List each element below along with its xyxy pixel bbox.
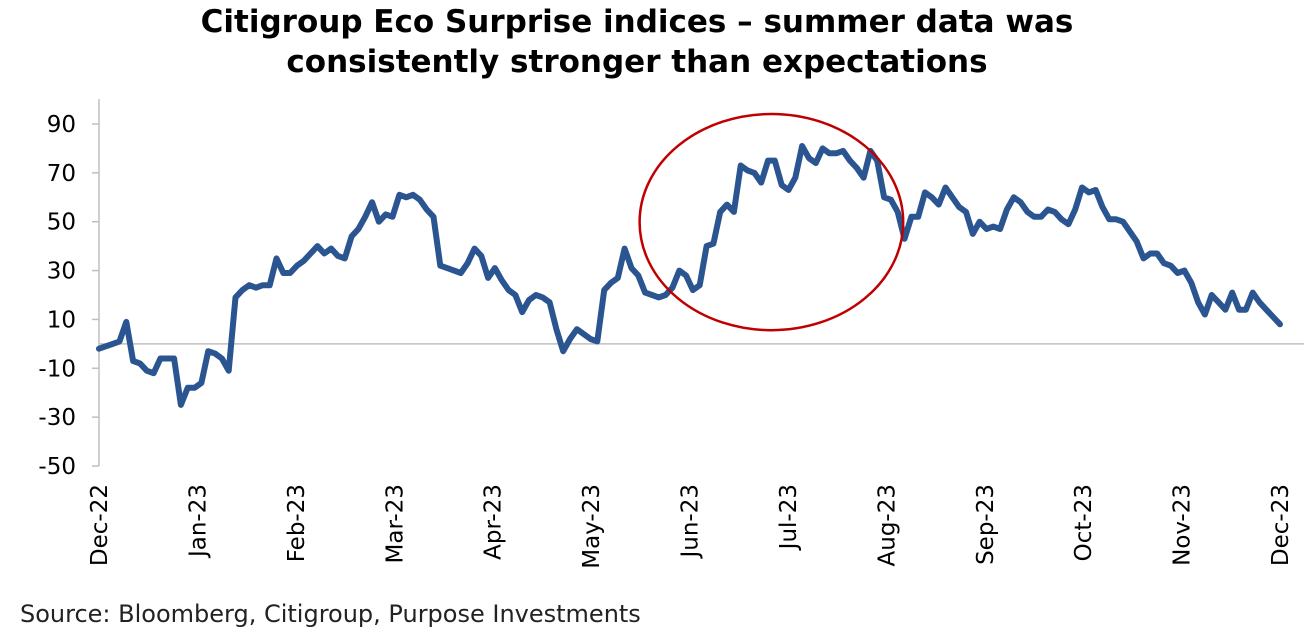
x-tick-label: Mar-23	[382, 484, 408, 564]
y-axis: 90 70 50 30 10 -10 -30 -50	[38, 112, 99, 480]
x-tick-label: Sep-23	[973, 484, 999, 565]
x-tick-label: Nov-23	[1170, 484, 1196, 566]
x-tick-label: Jan-23	[185, 484, 211, 559]
x-tick-label: Aug-23	[874, 484, 900, 566]
x-tick-label: Dec-23	[1268, 484, 1294, 566]
y-tick-label: -50	[38, 454, 76, 480]
y-tick-label: -30	[38, 405, 76, 431]
x-tick-label: Oct-23	[1071, 484, 1097, 561]
x-tick-label: Dec-22	[87, 484, 113, 566]
x-tick-label: May-23	[579, 484, 605, 569]
y-tick-label: 10	[47, 307, 76, 333]
x-tick-label: Jun-23	[678, 484, 704, 560]
source-note: Source: Bloomberg, Citigroup, Purpose In…	[20, 600, 641, 628]
x-tick-label: Jul-23	[776, 484, 802, 551]
highlight-circle	[638, 112, 905, 332]
y-tick-label: 50	[47, 210, 76, 236]
y-tick-label: 30	[47, 259, 76, 285]
y-tick-label: -10	[38, 356, 76, 382]
y-tick-label: 70	[47, 161, 76, 187]
x-axis: Dec-22 Jan-23 Feb-23 Mar-23 Apr-23 May-23 Jun-…	[87, 484, 1294, 569]
series-line	[96, 143, 1283, 408]
x-tick-label: Feb-23	[284, 484, 310, 562]
x-tick-label: Apr-23	[481, 484, 507, 560]
y-tick-label: 90	[47, 112, 76, 138]
chart-title: Citigroup Eco Surprise indices – summer …	[200, 4, 1074, 80]
